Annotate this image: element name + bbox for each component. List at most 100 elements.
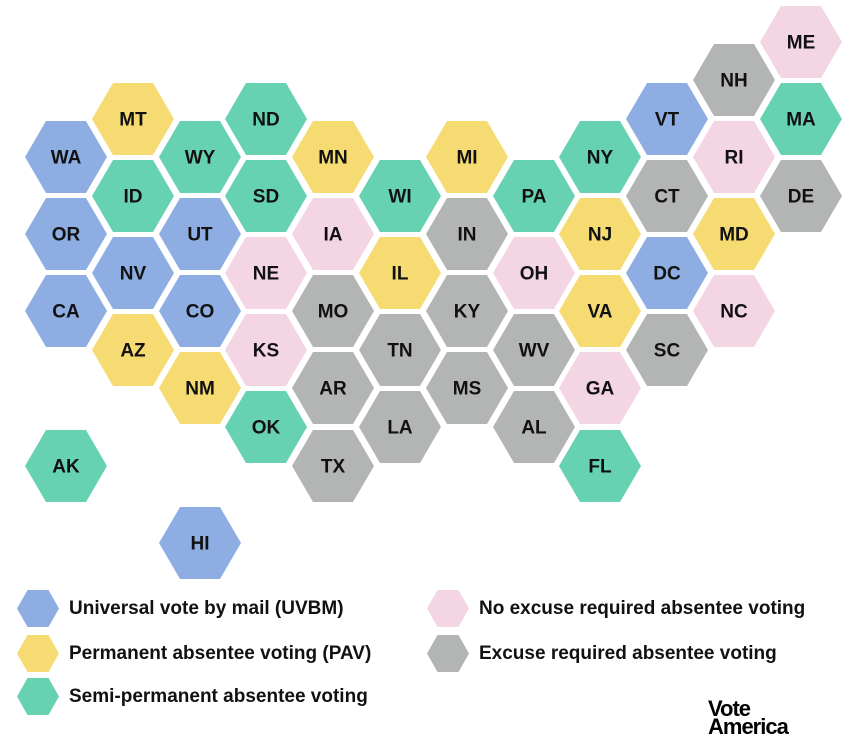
hex-shape: [292, 121, 374, 193]
state-label: RI: [725, 148, 744, 169]
state-hex-oh: OH: [493, 237, 575, 309]
state-hex-ga: GA: [559, 352, 641, 424]
state-label: CO: [186, 302, 215, 323]
state-label: IL: [392, 264, 409, 285]
hex-map: WA OR CA AK MT ID NV AZ WY UT CO NM HI ND SD NE KS OK MN IA…: [25, 6, 842, 579]
state-label: IN: [458, 225, 477, 246]
hex-shape: [760, 160, 842, 232]
state-label: WY: [185, 148, 216, 169]
state-hex-nc: NC: [693, 275, 775, 347]
legend-pav: Permanent absentee voting (PAV): [17, 635, 371, 672]
state-label: MT: [119, 110, 147, 131]
hex-shape: [25, 275, 107, 347]
state-label: ID: [124, 187, 143, 208]
state-label: VA: [588, 302, 613, 323]
hex-shape: [693, 198, 775, 270]
hex-shape: [159, 352, 241, 424]
hex-shape: [159, 275, 241, 347]
hex-shape: [760, 6, 842, 78]
legend-excuse: Excuse required absentee voting: [427, 635, 777, 672]
hex-shape: [426, 121, 508, 193]
state-label: DC: [653, 264, 681, 285]
state-label: KY: [454, 302, 481, 323]
state-label: NE: [253, 264, 279, 285]
legend-label-excuse: Excuse required absentee voting: [479, 642, 777, 664]
state-hex-tn: TN: [359, 314, 441, 386]
hex-shape: [493, 314, 575, 386]
state-hex-sc: SC: [626, 314, 708, 386]
legend-semi: Semi-permanent absentee voting: [17, 678, 368, 715]
state-label: NJ: [588, 225, 612, 246]
hex-shape: [559, 352, 641, 424]
hex-shape: [359, 391, 441, 463]
hex-shape: [626, 160, 708, 232]
state-hex-la: LA: [359, 391, 441, 463]
hex-shape: [225, 391, 307, 463]
state-label: CT: [654, 187, 680, 208]
legend-label-pav: Permanent absentee voting (PAV): [69, 642, 372, 664]
state-label: NV: [120, 264, 147, 285]
hex-shape: [25, 198, 107, 270]
hex-shape: [426, 352, 508, 424]
state-label: NH: [720, 71, 747, 92]
state-label: MN: [318, 148, 348, 169]
state-hex-nd: ND: [225, 83, 307, 155]
state-label: AZ: [120, 341, 146, 362]
hex-shape: [92, 83, 174, 155]
hex-shape: [559, 430, 641, 502]
state-hex-de: DE: [760, 160, 842, 232]
state-hex-al: AL: [493, 391, 575, 463]
hex-shape: [159, 198, 241, 270]
state-label: VT: [655, 110, 680, 131]
state-hex-in: IN: [426, 198, 508, 270]
hex-shape: [92, 160, 174, 232]
state-label: TN: [387, 341, 412, 362]
legend-noexcuse: No excuse required absentee voting: [427, 590, 805, 627]
state-hex-me: ME: [760, 6, 842, 78]
state-label: SD: [253, 187, 279, 208]
state-label: ME: [787, 33, 816, 54]
state-hex-mn: MN: [292, 121, 374, 193]
state-label: DE: [788, 187, 814, 208]
state-hex-ks: KS: [225, 314, 307, 386]
state-hex-co: CO: [159, 275, 241, 347]
state-hex-mt: MT: [92, 83, 174, 155]
state-hex-pa: PA: [493, 160, 575, 232]
hex-shape: [693, 275, 775, 347]
state-label: SC: [654, 341, 681, 362]
hex-shape: [359, 160, 441, 232]
hex-shape: [25, 121, 107, 193]
state-label: MA: [786, 110, 816, 131]
legend-uvbm: Universal vote by mail (UVBM): [17, 590, 344, 627]
hex-shape: [159, 507, 241, 579]
state-label: LA: [387, 418, 413, 439]
state-hex-ca: CA: [25, 275, 107, 347]
state-label: WA: [51, 148, 82, 169]
state-label: FL: [588, 457, 612, 478]
state-hex-ct: CT: [626, 160, 708, 232]
state-hex-ut: UT: [159, 198, 241, 270]
logo-line2: America: [708, 714, 789, 739]
state-label: AL: [521, 418, 547, 439]
state-hex-ne: NE: [225, 237, 307, 309]
state-hex-hi: HI: [159, 507, 241, 579]
state-label: MS: [453, 379, 482, 400]
state-label: AR: [319, 379, 347, 400]
state-hex-ny: NY: [559, 121, 641, 193]
state-label: MO: [318, 302, 349, 323]
hex-shape: [292, 430, 374, 502]
state-hex-fl: FL: [559, 430, 641, 502]
state-label: OR: [52, 225, 81, 246]
hex-shape: [693, 44, 775, 116]
hex-shape: [426, 198, 508, 270]
logo-line1: Vote: [708, 696, 751, 721]
legend-hex-pav: [17, 635, 59, 672]
legend-hex-semi: [17, 678, 59, 715]
state-label: WI: [388, 187, 411, 208]
hex-shape: [760, 83, 842, 155]
state-label: PA: [522, 187, 547, 208]
state-label: AK: [52, 457, 80, 478]
state-hex-or: OR: [25, 198, 107, 270]
hex-shape: [426, 275, 508, 347]
hex-shape: [626, 83, 708, 155]
